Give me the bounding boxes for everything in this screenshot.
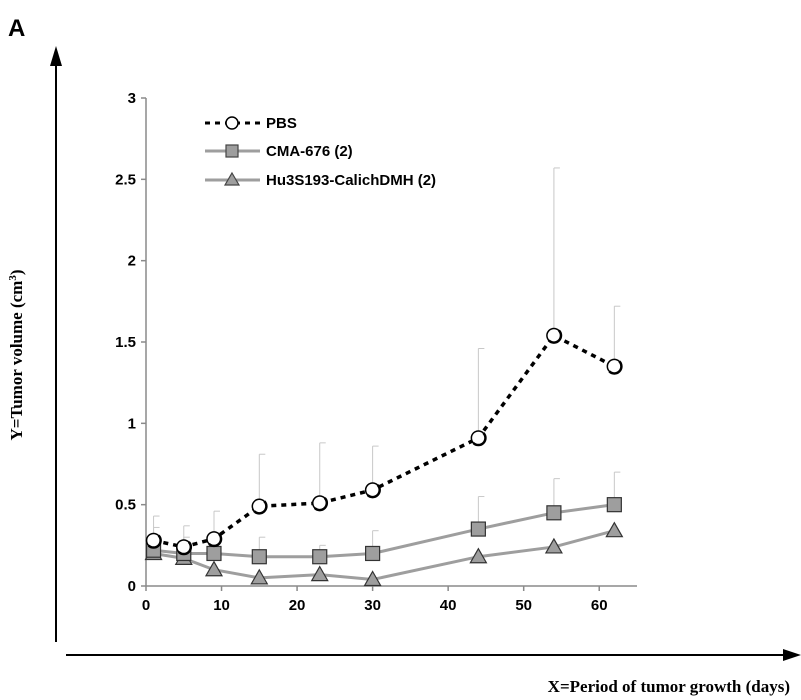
data-point-hu3s193 xyxy=(204,560,224,577)
data-point-pbs-shadow xyxy=(147,534,162,549)
error-bars xyxy=(153,167,621,557)
data-point-hu3s193 xyxy=(469,547,488,564)
panel-label: A xyxy=(8,15,25,42)
x-tick-label: 0 xyxy=(142,597,150,614)
data-point-cma xyxy=(312,549,328,565)
data-point-pbs-shadow xyxy=(313,497,329,512)
y-tick-label: 0.5 xyxy=(115,497,136,514)
data-point-cma xyxy=(206,545,222,562)
data-point-cma xyxy=(606,497,622,513)
legend-item-cma: CMA-676 (2) xyxy=(205,143,353,160)
legend-label-pbs: PBS xyxy=(266,115,297,132)
y-arrowhead xyxy=(50,46,62,66)
data-point-pbs-shadow xyxy=(253,500,268,515)
data-point-hu3s193 xyxy=(544,537,563,554)
data-point-hu3s193 xyxy=(250,568,269,585)
legend-label-cma: CMA-676 (2) xyxy=(266,143,353,160)
legend-marker-hu3s193 xyxy=(223,171,241,186)
x-tick-label: 60 xyxy=(591,597,608,614)
data-point-hu3s193 xyxy=(310,565,329,582)
x-arrowhead xyxy=(783,649,801,661)
x-tick-label: 10 xyxy=(213,597,230,614)
legend-label-hu3s193: Hu3S193-CalichDMH (2) xyxy=(266,172,436,189)
data-point-pbs-shadow xyxy=(366,484,381,499)
y-tick-label: 2.5 xyxy=(115,171,136,188)
data-point-cma xyxy=(251,549,267,565)
y-tick-label: 1 xyxy=(128,415,136,432)
y-axis-title-superscript: 3 xyxy=(7,275,19,281)
series-line-0 xyxy=(153,333,616,549)
data-point-pbs-shadow xyxy=(208,532,223,548)
y-axis-title-main: Y=Tumor volume (cm xyxy=(7,281,26,441)
x-tick-label: 40 xyxy=(440,597,457,614)
x-tick-label: 30 xyxy=(364,597,381,614)
data-point-pbs-shadow xyxy=(177,541,193,556)
legend-marker-cma xyxy=(225,144,239,158)
data-point-pbs-shadow xyxy=(472,432,487,447)
legend-item-hu3s193: Hu3S193-CalichDMH (2) xyxy=(205,171,436,189)
data-point-cma xyxy=(470,521,486,537)
legend-item-pbs: PBS xyxy=(205,115,297,132)
x-tick-label: 50 xyxy=(515,597,532,614)
data-point-hu3s193 xyxy=(605,521,624,538)
data-point-cma xyxy=(365,545,381,562)
legend-marker-pbs xyxy=(225,116,239,130)
series xyxy=(144,327,624,587)
y-tick-label: 0 xyxy=(128,578,136,595)
y-tick-label: 2 xyxy=(128,253,136,270)
data-point-hu3s193 xyxy=(363,570,382,587)
x-tick-label: 20 xyxy=(289,597,306,614)
y-axis-title-close: ) xyxy=(7,269,26,275)
legend: PBS CMA-676 (2) Hu3S193-CalichDMH (2) xyxy=(205,115,436,189)
data-point-pbs-shadow xyxy=(548,329,563,344)
y-tick-label: 1.5 xyxy=(115,334,136,351)
data-point-cma xyxy=(546,505,562,521)
y-axis-title: Y=Tumor volume (cm3) xyxy=(7,269,26,440)
x-axis-title: X=Period of tumor growth (days) xyxy=(548,677,790,696)
y-tick-label: 3 xyxy=(128,90,136,107)
outer-axes xyxy=(50,46,801,661)
ticks: 00.511.522.530 10 20 30 40 50 60 xyxy=(115,90,607,614)
data-point-pbs-shadow xyxy=(608,360,623,375)
